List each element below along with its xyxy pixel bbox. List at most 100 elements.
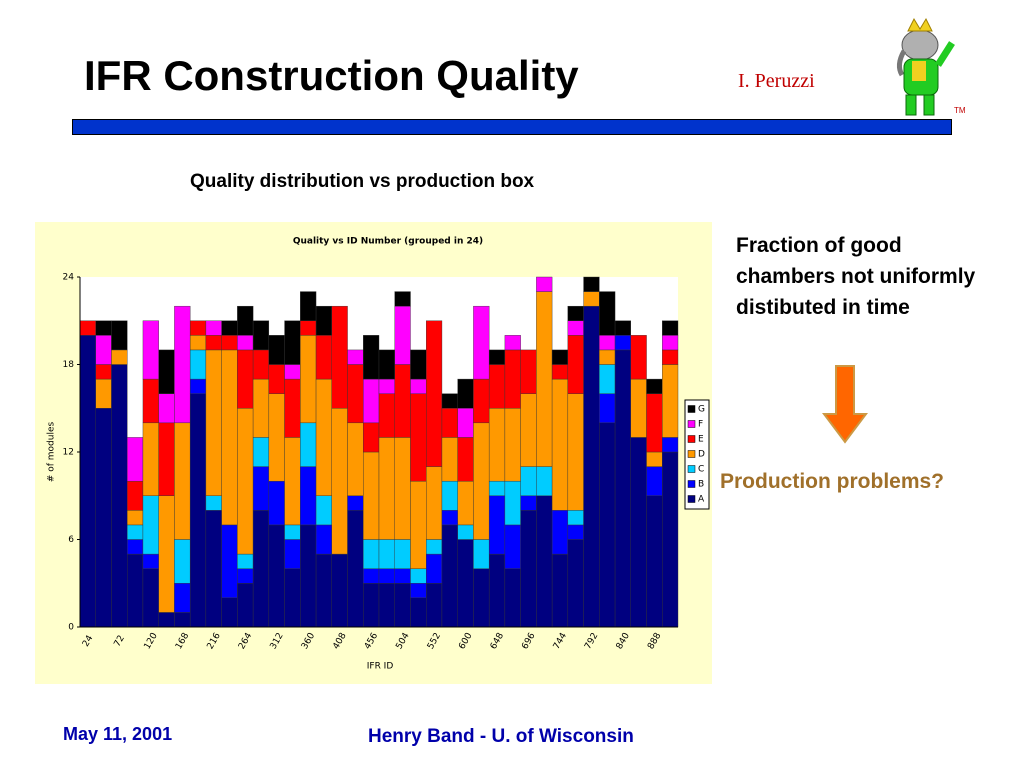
bar-segment <box>520 349 537 394</box>
bar-segment <box>300 320 317 336</box>
bar-segment <box>662 320 679 336</box>
arrow <box>822 365 868 444</box>
bar-segment <box>488 495 506 555</box>
bar-segment <box>237 553 254 569</box>
bar-segment <box>441 480 458 511</box>
bar-segment <box>599 349 616 365</box>
bar-segment <box>300 291 317 321</box>
bar-segment <box>158 422 175 496</box>
bar-segment <box>111 364 128 628</box>
bar-segment <box>347 495 364 511</box>
x-tick-label: 72 <box>113 634 127 649</box>
bar-segment <box>95 364 112 380</box>
bar-segment <box>363 378 380 424</box>
bar-segment <box>441 437 458 482</box>
bar-segment <box>205 495 222 511</box>
bar-segment <box>221 524 238 599</box>
bar-segment <box>205 510 222 628</box>
bar-segment <box>268 335 285 365</box>
bar-segment <box>363 451 380 540</box>
bar-segment <box>347 364 364 424</box>
bar-segment <box>441 393 458 409</box>
x-axis-label: IFR ID <box>367 662 394 672</box>
bar-segment <box>347 349 364 365</box>
bar-segment <box>331 305 348 409</box>
bar-segment <box>488 480 506 496</box>
bar-segment <box>142 553 159 569</box>
bar-segment <box>473 568 490 628</box>
bar-segment <box>504 349 521 409</box>
legend-label: G <box>698 405 705 415</box>
bar-segment <box>536 466 553 496</box>
bar-segment <box>158 612 175 628</box>
legend-swatch <box>687 465 696 473</box>
bar-segment <box>646 466 663 496</box>
legend-swatch <box>687 480 696 488</box>
bar-segment <box>599 335 616 351</box>
bar-segment <box>174 305 191 424</box>
chart-caption: Quality distribution vs production box <box>190 171 535 192</box>
bar-segment <box>363 568 380 584</box>
slide-title: IFR Construction Quality <box>84 52 579 99</box>
bar-segment <box>127 437 144 482</box>
bar-segment <box>237 349 254 409</box>
bar-segment <box>567 305 584 321</box>
legend-label: C <box>698 465 704 475</box>
bar-segment <box>79 320 96 336</box>
bar-segment <box>551 349 569 365</box>
bar-segment <box>189 378 207 394</box>
bar-segment <box>237 583 254 628</box>
legend-swatch <box>687 495 696 503</box>
bar-segment <box>426 320 443 467</box>
bar-segment <box>252 378 270 438</box>
legend-label: E <box>698 435 704 445</box>
bar-segment <box>567 320 584 336</box>
bar-segment <box>488 408 506 482</box>
bar-segment <box>630 335 647 380</box>
bar-segment <box>252 349 270 380</box>
bar-segment <box>221 335 238 351</box>
bar-segment <box>127 553 144 628</box>
bar-segment <box>268 364 285 394</box>
bar-segment <box>158 393 175 424</box>
bar-segment <box>536 276 553 292</box>
bar-segment <box>237 568 254 584</box>
bar-segment <box>347 510 364 628</box>
bar-segment <box>394 364 411 438</box>
bar-segment <box>189 393 207 628</box>
bar-segment <box>205 320 222 336</box>
bar-segment <box>284 378 301 438</box>
bar-segment <box>378 393 395 438</box>
bar-segment <box>142 568 159 628</box>
bar-segment <box>284 437 301 526</box>
bar-segment <box>614 349 631 628</box>
bar-segment <box>315 553 332 628</box>
bar-segment <box>583 276 600 292</box>
bar-segment <box>551 364 569 380</box>
bar-segment <box>189 349 207 380</box>
bar-segment <box>567 393 584 511</box>
bar-segment <box>646 495 663 628</box>
bar-segment <box>662 451 679 628</box>
legend-swatch <box>687 435 696 443</box>
bar-segment <box>599 291 616 336</box>
bar-segment <box>504 408 521 482</box>
bar-segment <box>300 335 317 424</box>
bar-segment <box>174 422 191 540</box>
legend-swatch <box>687 450 696 458</box>
logo <box>896 17 955 116</box>
bar-segment <box>457 539 474 628</box>
bar-segment <box>363 583 380 628</box>
bar-segment <box>142 422 159 496</box>
bar-segment <box>394 583 411 628</box>
bar-segment <box>331 408 348 555</box>
bar-segment <box>268 393 285 482</box>
bar-segment <box>95 320 112 336</box>
bar-segment <box>378 568 395 584</box>
bar-segment <box>457 524 474 540</box>
y-tick-label: 0 <box>68 623 74 633</box>
bar-segment <box>410 349 427 380</box>
bar-segment <box>599 364 616 394</box>
bar-segment <box>504 524 521 569</box>
